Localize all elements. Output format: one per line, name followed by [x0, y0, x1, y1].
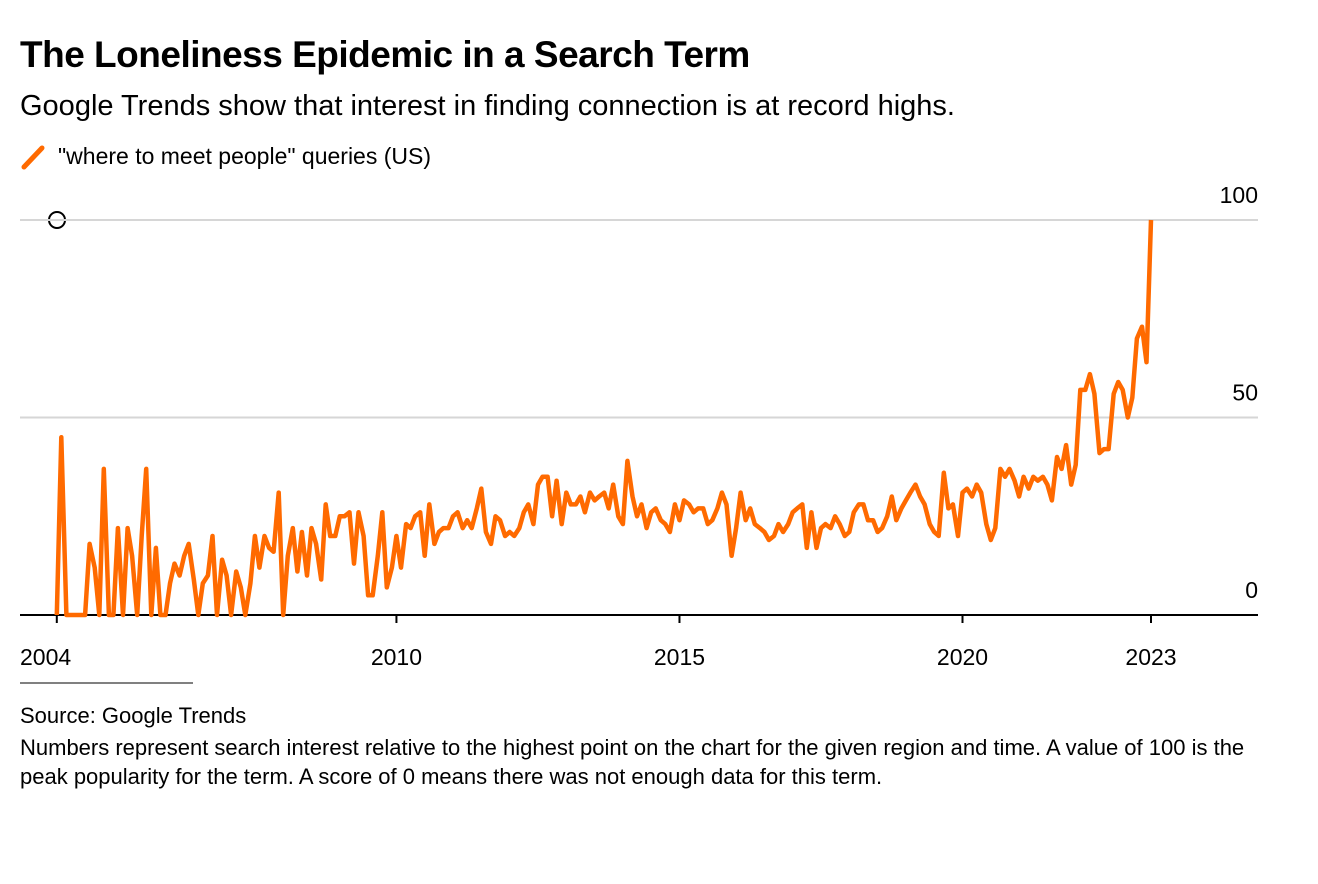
x-tick-label: 2020 [937, 644, 988, 670]
chart: 0 50 100 2004 2010 2015 2020 2023 [20, 182, 1258, 684]
x-tick-label: 2004 [20, 644, 71, 670]
data-line [54, 219, 1154, 618]
source: Source: Google Trends [20, 703, 247, 728]
y-tick-label: 50 [1232, 380, 1258, 406]
x-tick-label: 2023 [1125, 644, 1176, 670]
legend: "where to meet people" queries (US) [20, 143, 431, 170]
y-tick-label: 0 [1245, 577, 1258, 603]
legend-label: "where to meet people" queries (US) [58, 143, 432, 169]
note: Numbers represent search interest relati… [20, 735, 1245, 789]
legend-swatch [21, 145, 45, 169]
chart-title: The Loneliness Epidemic in a Search Term [20, 34, 750, 75]
y-tick-label: 100 [1220, 182, 1258, 208]
x-tick-label: 2010 [371, 644, 422, 670]
chart-subtitle: Google Trends show that interest in find… [20, 90, 955, 122]
x-tick-label: 2015 [654, 644, 705, 670]
